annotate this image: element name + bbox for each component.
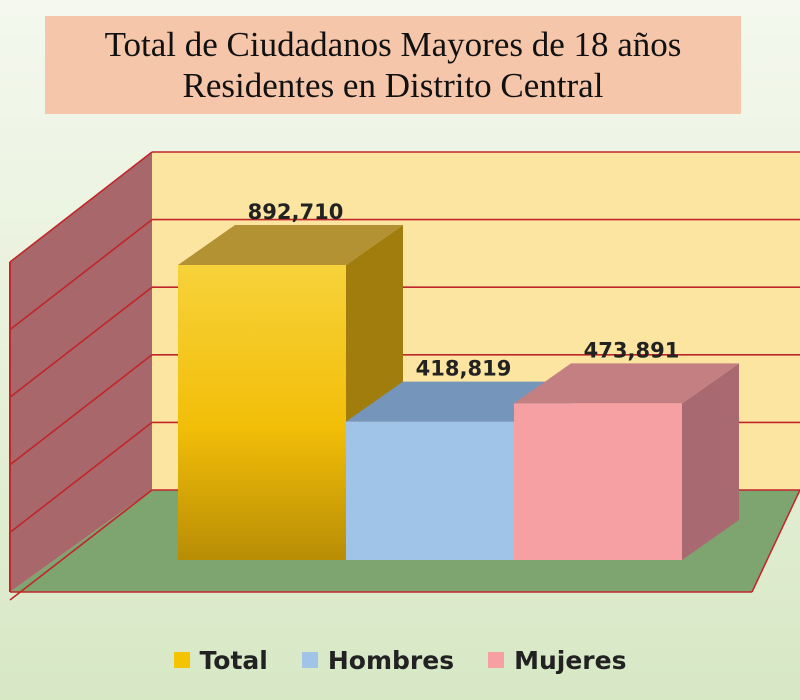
data-label-hombres: 418,819 [416,357,512,381]
legend-swatch-hombres [301,652,318,668]
legend-label-total: Total [199,645,268,675]
floor-right-edge [751,489,800,593]
gridline-side [9,151,153,263]
bar-mujeres [514,363,739,560]
legend-item-total: Total [173,645,268,675]
bar-mujeres-front [514,403,682,560]
legend-item-mujeres: Mujeres [488,646,626,675]
chart-title-line-1: Total de Ciudadanos Mayores de 18 años [104,25,682,64]
bar-mujeres-side [682,363,739,560]
gridline-side [9,286,153,398]
gridline-side [9,354,153,466]
bar-total-front [178,265,346,560]
bar-chart-3d: 892,710 418,819 473,891 [9,151,800,601]
chart-legend: Total Hombres Mujeres [0,638,800,682]
data-label-mujeres: 473,891 [584,338,680,362]
gridline-side [9,421,153,534]
legend-swatch-mujeres [488,652,505,668]
legend-label-hombres: Hombres [327,645,455,675]
gridline-side [9,218,153,331]
data-label-total: 892,710 [248,200,344,224]
chart-side-wall [10,152,152,592]
bar-mujeres-top [514,363,739,404]
legend-label-mujeres: Mujeres [514,645,627,675]
chart-title: Total de Ciudadanos Mayores de 18 años R… [45,16,741,114]
bar-total-top [178,225,403,265]
chart-title-line-2: Residentes en Distrito Central [182,66,604,105]
bar-hombres-front [346,421,514,560]
legend-item-hombres: Hombres [301,645,455,675]
gridline-side [9,489,153,601]
legend-swatch-total [173,652,190,668]
